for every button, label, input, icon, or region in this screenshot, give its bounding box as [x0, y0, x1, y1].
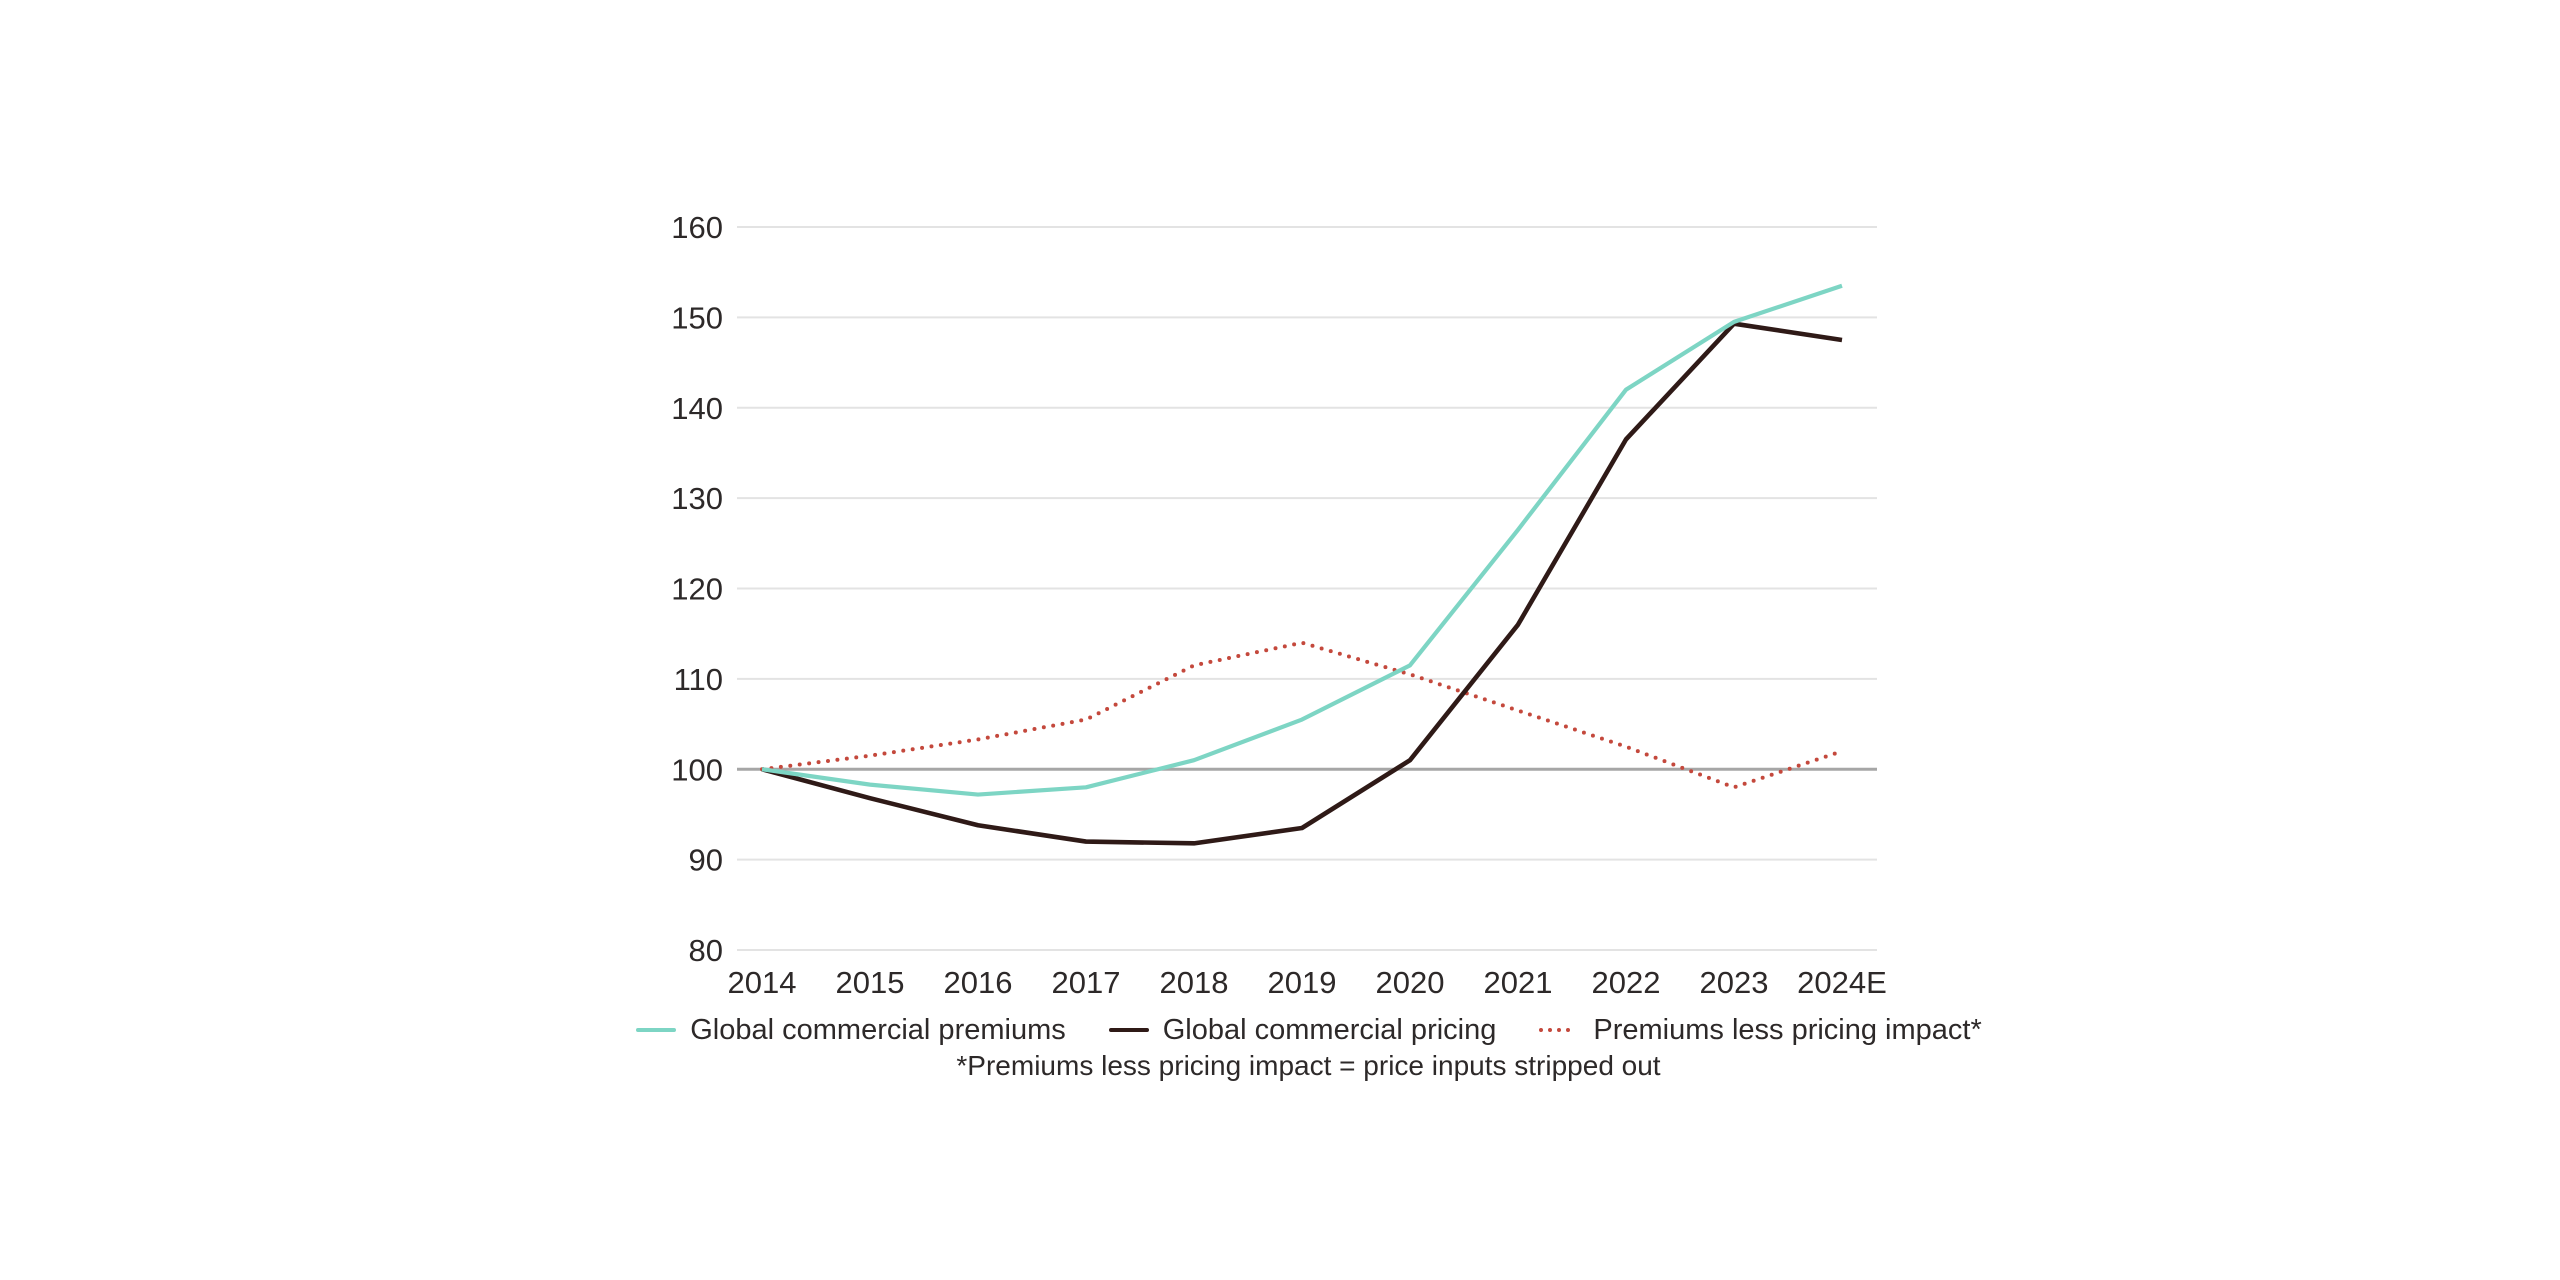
legend-swatch-pricing — [1108, 1025, 1150, 1035]
y-tick-label-150: 150 — [671, 300, 723, 335]
series-line-global-commercial-pricing — [761, 321, 1843, 846]
x-tick-label-2021: 2021 — [1484, 965, 1553, 1000]
series-line-global-commercial-premiums — [761, 283, 1843, 797]
chart-legend: Global commercial premiums Global commer… — [636, 1011, 1982, 1049]
y-tick-label-90: 90 — [689, 843, 723, 878]
y-tick-label-100: 100 — [671, 752, 723, 787]
x-tick-label-2020: 2020 — [1376, 965, 1445, 1000]
x-tick-label-2024E: 2024E — [1797, 965, 1887, 1000]
legend-item-premiums: Global commercial premiums — [635, 1011, 1066, 1049]
legend-swatch-premiums — [635, 1025, 677, 1035]
x-tick-label-2017: 2017 — [1052, 965, 1121, 1000]
x-tick-label-2016: 2016 — [944, 965, 1013, 1000]
x-tick-label-2023: 2023 — [1700, 965, 1769, 1000]
x-tick-label-2022: 2022 — [1592, 965, 1661, 1000]
legend-label-premiums: Global commercial premiums — [690, 1014, 1066, 1046]
y-tick-label-160: 160 — [671, 210, 723, 245]
y-tick-label-110: 110 — [674, 662, 723, 697]
y-tick-label-80: 80 — [689, 933, 723, 968]
legend-label-premiums-less-pricing: Premiums less pricing impact* — [1593, 1014, 1982, 1046]
x-tick-label-2015: 2015 — [836, 965, 905, 1000]
y-tick-label-130: 130 — [671, 481, 723, 516]
legend-label-pricing: Global commercial pricing — [1162, 1014, 1497, 1046]
legend-swatch-premiums-less-pricing — [1538, 1025, 1580, 1035]
x-tick-label-2019: 2019 — [1268, 965, 1337, 1000]
series-line-premiums-less-pricing-impact — [760, 640, 1844, 790]
y-tick-label-120: 120 — [671, 572, 723, 607]
x-tick-label-2014: 2014 — [728, 965, 797, 1000]
legend-item-pricing: Global commercial pricing — [1108, 1011, 1497, 1049]
chart-footnote: *Premiums less pricing impact = price in… — [956, 1050, 1661, 1081]
x-tick-label-2018: 2018 — [1160, 965, 1229, 1000]
y-tick-label-140: 140 — [671, 391, 723, 426]
legend-item-premiums-less-pricing: Premiums less pricing impact* — [1538, 1011, 1982, 1049]
